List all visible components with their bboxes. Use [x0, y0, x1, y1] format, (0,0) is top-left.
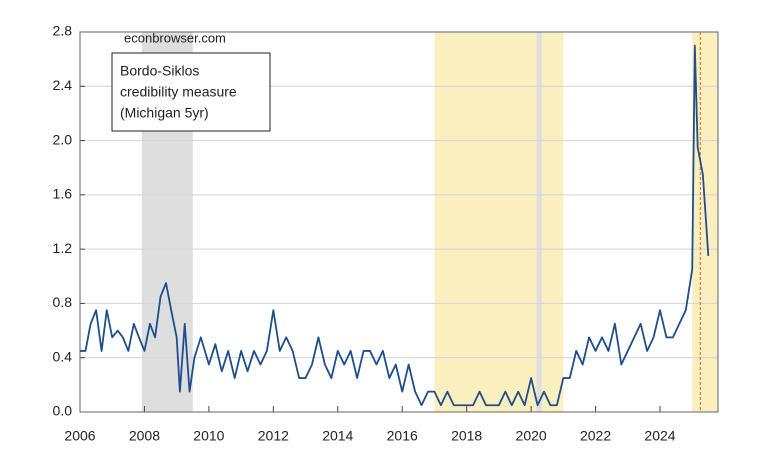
legend-text: (Michigan 5yr)	[120, 105, 209, 121]
watermark: econbrowser.com	[124, 30, 226, 45]
x-tick-label: 2008	[129, 428, 160, 444]
y-tick-label: 2.4	[53, 77, 73, 93]
x-tick-label: 2012	[258, 428, 289, 444]
y-tick-label: 2.8	[53, 23, 73, 39]
x-tick-label: 2010	[193, 428, 224, 444]
x-tick-label: 2024	[644, 428, 675, 444]
x-tick-label: 2018	[451, 428, 482, 444]
legend-box	[111, 52, 271, 132]
x-tick-label: 2022	[580, 428, 611, 444]
shaded-region	[536, 32, 542, 412]
legend-text: Bordo-Siklos	[120, 63, 199, 79]
x-tick-label: 2006	[64, 428, 95, 444]
y-tick-label: 0.4	[53, 348, 73, 364]
y-tick-label: 0.8	[53, 294, 73, 310]
data-line	[80, 44, 710, 407]
plot-frame	[79, 31, 719, 413]
shaded-region	[434, 32, 564, 412]
y-tick-label: 1.2	[53, 240, 73, 256]
x-tick-label: 2020	[516, 428, 547, 444]
x-tick-label: 2016	[387, 428, 418, 444]
y-tick-label: 1.6	[53, 186, 73, 202]
y-tick-label: 2.0	[53, 131, 73, 147]
legend-text: credibility measure	[120, 84, 237, 100]
y-tick-label: 0.0	[53, 403, 73, 419]
x-tick-label: 2014	[322, 428, 353, 444]
